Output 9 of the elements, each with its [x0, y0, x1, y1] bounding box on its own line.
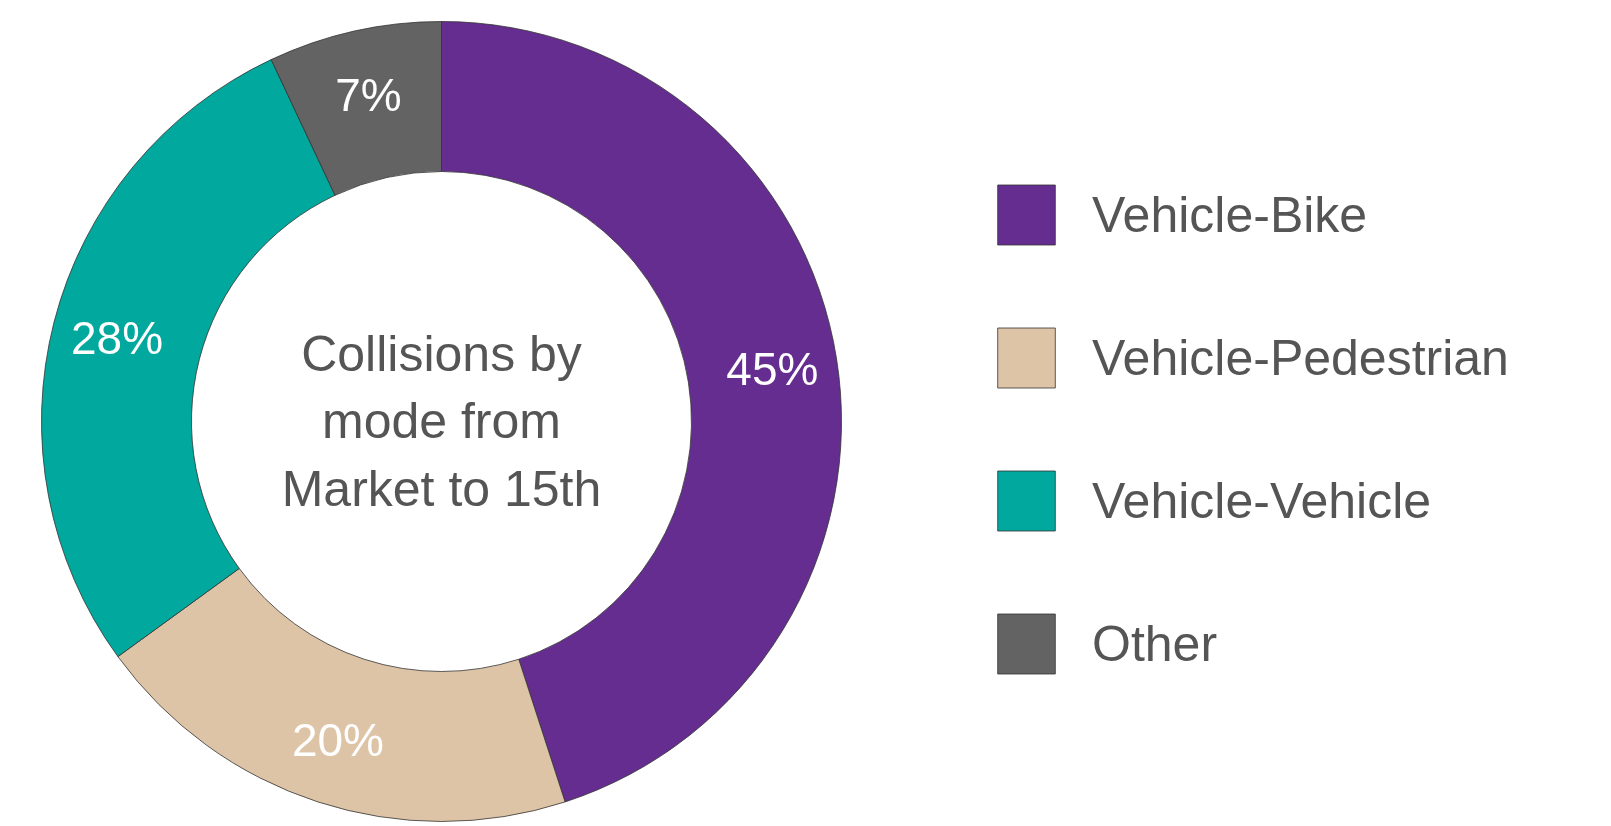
- data-label: 20%: [291, 714, 385, 767]
- text: Collisions by mode from Market to 15th: [281, 326, 602, 517]
- data-label: 7%: [335, 68, 402, 121]
- legend-label: Vehicle-Pedestrian: [1092, 328, 1509, 387]
- data-label: 28%: [70, 312, 164, 365]
- legend-label: Vehicle-Bike: [1092, 185, 1368, 244]
- legend-label: Other: [1092, 614, 1218, 673]
- legend-label: Vehicle-Vehicle: [1092, 471, 1432, 530]
- data-label: 45%: [726, 343, 819, 396]
